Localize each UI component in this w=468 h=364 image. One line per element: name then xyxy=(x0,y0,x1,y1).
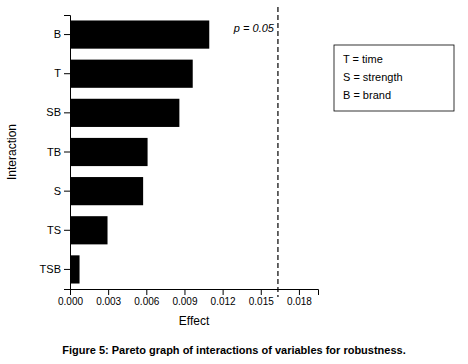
y-axis-line xyxy=(64,16,71,290)
y-tick-label: T xyxy=(54,67,61,79)
y-tick: S xyxy=(54,185,70,197)
y-tick-mark xyxy=(64,191,70,192)
x-tick: 0.006 xyxy=(134,289,159,307)
annotation: B = brand xyxy=(343,89,391,101)
x-tick-mark xyxy=(299,289,300,295)
x-tick-mark xyxy=(184,289,185,295)
x-tick-mark xyxy=(223,289,224,295)
plot: 0.0000.0030.0060.0090.0120.0150.018TSBTS… xyxy=(5,7,319,328)
y-tick-label: S xyxy=(54,185,61,197)
y-tick-mark xyxy=(64,73,70,74)
chart: 0.0000.0030.0060.0090.0120.0150.018TSBTS… xyxy=(0,0,468,364)
y-tick: SB xyxy=(46,106,70,118)
x-tick-label: 0.012 xyxy=(211,296,236,307)
x-axis: 0.000 0.003 0.006 0.009 0.012 0.015 0.018 xyxy=(58,289,319,307)
bar xyxy=(70,138,148,166)
y-tick-mark xyxy=(64,269,70,270)
annotation: T = time xyxy=(343,53,383,65)
y-tick: T xyxy=(54,67,70,79)
x-tick-label: 0.003 xyxy=(96,296,121,307)
x-tick: 0.009 xyxy=(172,289,197,307)
x-axis-line xyxy=(71,290,319,296)
bars xyxy=(70,20,209,283)
annotation-frame xyxy=(334,45,454,111)
y-tick-label: TB xyxy=(47,146,61,158)
y-tick-label: TS xyxy=(47,224,61,236)
bar xyxy=(70,20,209,48)
reference-label: p = 0.05 xyxy=(233,22,275,34)
bar xyxy=(70,216,108,244)
y-tick-label: SB xyxy=(46,106,61,118)
y-tick-mark xyxy=(64,152,70,153)
y-axis: TSBTSSTBSBTB xyxy=(40,16,71,290)
y-tick: B xyxy=(54,28,70,40)
y-tick-mark xyxy=(64,34,70,35)
annotation-box: T = time S = strength B = brand xyxy=(334,45,454,111)
x-tick: 0.003 xyxy=(96,289,121,307)
bar xyxy=(70,177,143,205)
x-tick: 0.012 xyxy=(211,289,236,307)
x-axis-title: Effect xyxy=(179,314,210,328)
x-tick-label: 0.018 xyxy=(287,296,312,307)
y-axis-title: Interaction xyxy=(5,124,19,180)
bar xyxy=(70,60,193,88)
y-tick: TB xyxy=(47,146,70,158)
x-tick-label: 0.000 xyxy=(58,296,83,307)
y-tick-mark xyxy=(64,112,70,113)
x-tick-mark xyxy=(261,289,262,295)
caption: Figure 5: Pareto graph of interactions o… xyxy=(62,344,406,356)
x-tick-label: 0.015 xyxy=(249,296,274,307)
x-tick: 0.015 xyxy=(249,289,274,307)
y-tick: TS xyxy=(47,224,70,236)
x-tick: 0.000 xyxy=(58,289,83,307)
y-tick-mark xyxy=(64,230,70,231)
bar xyxy=(70,99,179,127)
y-tick: TSB xyxy=(40,263,70,275)
x-tick-mark xyxy=(146,289,147,295)
annotation: S = strength xyxy=(343,71,403,83)
bar xyxy=(70,255,80,283)
y-tick-label: B xyxy=(54,28,61,40)
y-tick-label: TSB xyxy=(40,263,61,275)
x-tick-label: 0.006 xyxy=(134,296,159,307)
x-tick-label: 0.009 xyxy=(172,296,197,307)
reference-line xyxy=(277,7,278,297)
x-tick-mark xyxy=(108,289,109,295)
x-tick: 0.018 xyxy=(287,289,312,307)
